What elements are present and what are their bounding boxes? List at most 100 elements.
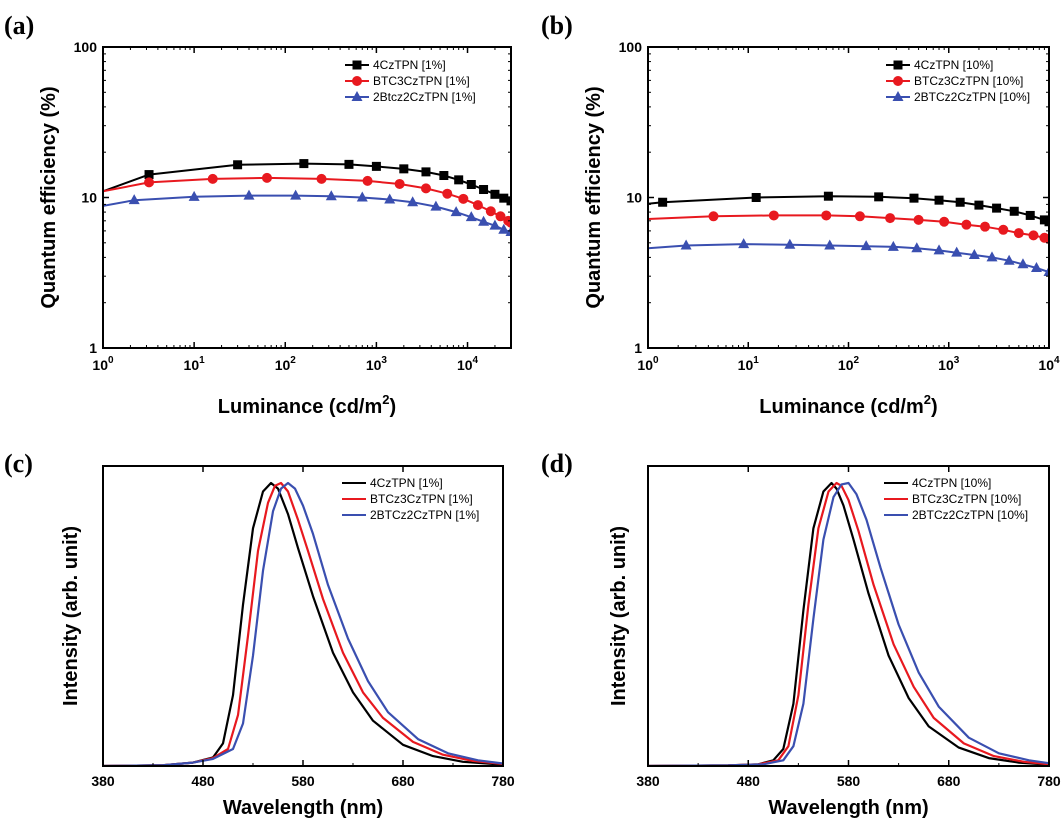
data-point — [974, 200, 984, 210]
data-point — [1009, 206, 1019, 216]
data-point — [506, 217, 511, 228]
panel-letter: (c) — [4, 449, 33, 478]
y-axis-label: Intensity (arb. unit) — [60, 526, 82, 706]
legend-label: 2Btcz2CzTPN [1%] — [373, 90, 476, 104]
panel-letter: (d) — [541, 449, 573, 478]
data-point — [992, 203, 1002, 213]
legend-label: BTC3CzTPN [1%] — [373, 74, 470, 88]
series-3 — [648, 481, 1049, 766]
data-point — [708, 211, 719, 222]
series-line — [648, 243, 1049, 273]
data-point — [450, 206, 462, 217]
legend-label: 4CzTPN [10%] — [914, 58, 993, 72]
legend-entry: 4CzTPN [1%] — [345, 58, 446, 72]
legend-entry: 4CzTPN [10%] — [884, 476, 991, 490]
data-point — [442, 188, 453, 199]
y-axis-label: Quantum efficiency (%) — [38, 86, 60, 308]
x-tick-label: 580 — [291, 773, 315, 789]
legend-entry: 2BTCz2CzTPN [10%] — [884, 508, 1028, 522]
series-line — [648, 195, 1049, 223]
x-tick-label: 480 — [191, 773, 215, 789]
legend-label: 2BTCz2CzTPN [10%] — [912, 508, 1028, 522]
data-point — [961, 219, 972, 230]
legend-label: 4CzTPN [1%] — [370, 476, 443, 490]
panel-letter: (a) — [4, 11, 34, 40]
data-point — [489, 219, 501, 230]
data-point — [144, 170, 154, 180]
data-point — [768, 210, 779, 221]
legend-entry: 4CzTPN [10%] — [886, 58, 993, 72]
y-tick-label: 100 — [619, 39, 643, 55]
y-axis-label: Intensity (arb. unit) — [608, 526, 630, 706]
x-tick-label: 480 — [737, 773, 761, 789]
y-tick-label: 10 — [81, 190, 97, 206]
x-tick-label: 104 — [457, 355, 479, 373]
data-point — [207, 173, 218, 184]
x-axis-label: Luminance (cd/m2) — [218, 392, 396, 418]
data-point — [1025, 210, 1035, 220]
legend-label: BTCz3CzTPN [10%] — [914, 74, 1023, 88]
x-tick-label: 100 — [637, 355, 659, 373]
series-line — [103, 176, 511, 224]
data-point — [371, 161, 381, 171]
data-point — [823, 191, 833, 201]
data-point — [325, 190, 337, 201]
data-point — [356, 191, 368, 202]
data-point — [1039, 215, 1049, 225]
x-axis-label: Wavelength (nm) — [768, 797, 928, 819]
series-3 — [103, 481, 503, 766]
legend-label: BTCz3CzTPN [10%] — [912, 492, 1021, 506]
data-point — [986, 251, 998, 262]
series-3 — [103, 189, 511, 236]
series-2 — [648, 210, 1049, 244]
data-point — [955, 197, 965, 207]
legend-marker — [352, 76, 362, 86]
data-point — [860, 240, 872, 251]
data-point — [998, 224, 1009, 235]
series-2 — [103, 481, 503, 766]
data-point — [233, 160, 243, 170]
data-point — [399, 164, 409, 174]
x-tick-label: 102 — [838, 355, 860, 373]
data-point — [506, 196, 511, 206]
y-tick-label: 1 — [89, 340, 97, 356]
panel-letter: (b) — [541, 11, 573, 40]
data-point — [478, 215, 490, 226]
legend-entry: BTCz3CzTPN [10%] — [884, 492, 1021, 506]
data-point — [454, 175, 464, 185]
legend-entry: 2Btcz2CzTPN [1%] — [345, 90, 476, 104]
legend-entry: 4CzTPN [1%] — [342, 476, 443, 490]
data-point — [933, 244, 945, 255]
series-line — [103, 481, 503, 766]
series-line — [648, 481, 1049, 766]
series-line — [103, 194, 511, 233]
data-point — [913, 214, 924, 225]
data-point — [128, 194, 140, 205]
x-axis-label: Luminance (cd/m2) — [759, 392, 937, 418]
data-point — [980, 221, 991, 232]
legend-marker — [893, 60, 903, 70]
x-tick-label: 780 — [1037, 773, 1061, 789]
data-point — [1017, 258, 1029, 269]
series-line — [103, 481, 503, 766]
data-point — [658, 197, 668, 207]
data-point — [316, 173, 327, 184]
panel-3: (c) 380 480 580 680 780 Wavelength (nm) Intensi… — [4, 449, 515, 819]
data-point — [1030, 262, 1042, 273]
x-tick-label: 680 — [391, 773, 415, 789]
legend-label: 4CzTPN [10%] — [912, 476, 991, 490]
y-tick-label: 1 — [634, 340, 642, 356]
data-point — [498, 223, 510, 234]
legend-marker — [893, 76, 903, 86]
legend-marker — [351, 91, 363, 101]
data-point — [885, 213, 896, 224]
series-1 — [648, 191, 1049, 227]
data-point — [751, 193, 761, 202]
y-tick-label: 100 — [74, 39, 98, 55]
series-2 — [103, 172, 511, 228]
data-point — [968, 248, 980, 259]
data-point — [465, 211, 477, 222]
x-tick-label: 102 — [275, 355, 297, 373]
y-tick-label: 10 — [626, 190, 642, 206]
data-point — [1043, 265, 1049, 276]
